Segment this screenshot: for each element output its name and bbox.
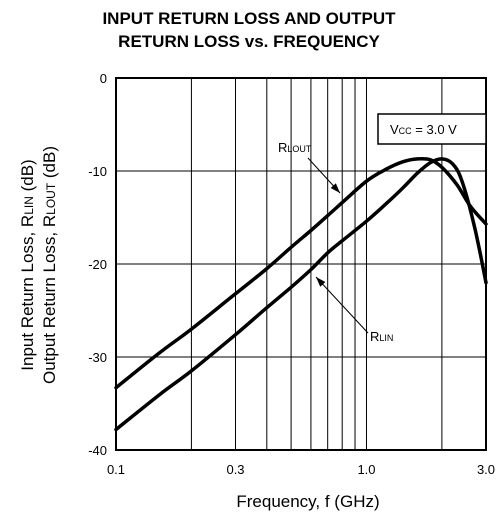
x-tick-label: 0.3 [226, 462, 244, 477]
y-tick-label: -20 [88, 257, 107, 272]
series-label-rlin-group: RLIN [315, 276, 393, 344]
x-axis-label: Frequency, f (GHz) [236, 492, 380, 511]
rlin-arrowhead [316, 277, 326, 287]
series-line-rlout [114, 156, 488, 390]
chart-title-line-1: INPUT RETURN LOSS AND OUTPUT [102, 9, 396, 28]
tick-labels: 0.1 0.3 1.0 3.0 0 -10 -20 -30 -40 [88, 71, 495, 477]
rlin-leader-line [315, 276, 369, 334]
x-tick-label: 0.1 [107, 462, 125, 477]
rlout-arrowhead [330, 183, 340, 193]
series-label-rlout-group: RLOUT [278, 140, 341, 194]
chart-title-line-2: RETURN LOSS vs. FREQUENCY [118, 32, 380, 51]
y-tick-label: -30 [88, 350, 107, 365]
y-tick-label: 0 [100, 71, 107, 86]
x-tick-label: 1.0 [357, 462, 375, 477]
y-tick-label: -10 [88, 164, 107, 179]
series-lines [114, 156, 488, 432]
condition-label: VCC = 3.0 V [390, 122, 457, 137]
x-tick-label: 3.0 [477, 462, 495, 477]
plot-frame [115, 77, 487, 451]
series-label-rlin: RLIN [370, 329, 393, 344]
series-label-rlout: RLOUT [278, 140, 312, 155]
condition-box [377, 113, 487, 145]
y-tick-label: -40 [88, 443, 107, 458]
series-line-rlin [114, 157, 488, 432]
